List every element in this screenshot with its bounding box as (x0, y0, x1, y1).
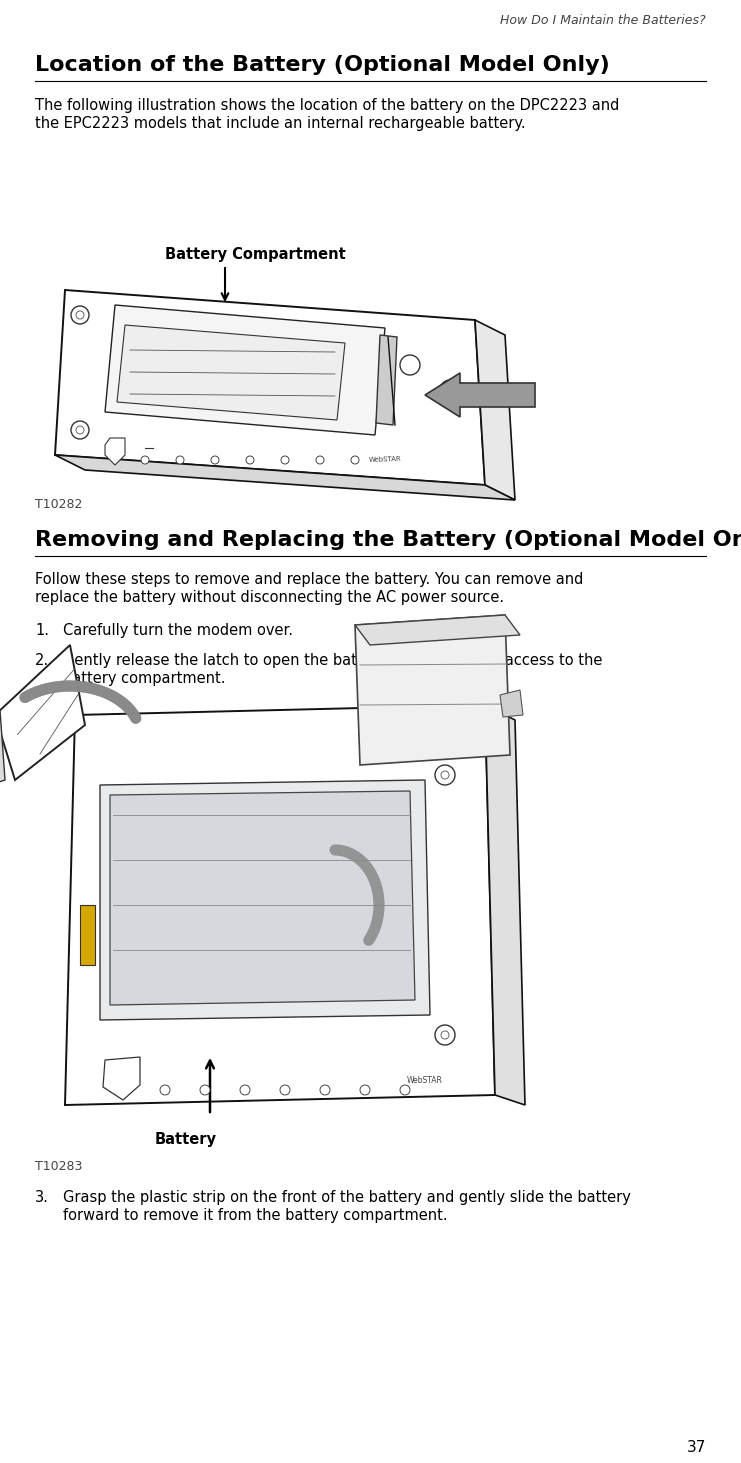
Text: The following illustration shows the location of the battery on the DPC2223 and: The following illustration shows the loc… (35, 98, 619, 113)
Text: WebSTAR: WebSTAR (407, 1075, 443, 1086)
Polygon shape (105, 304, 385, 435)
Circle shape (200, 1086, 210, 1094)
Circle shape (76, 426, 84, 435)
Text: 2.: 2. (35, 652, 49, 669)
Circle shape (76, 312, 84, 319)
Circle shape (435, 765, 455, 786)
Polygon shape (425, 373, 535, 417)
Polygon shape (105, 437, 125, 465)
Circle shape (316, 456, 324, 464)
Circle shape (441, 1031, 449, 1039)
Text: 3.: 3. (35, 1189, 49, 1206)
Circle shape (281, 456, 289, 464)
Text: T10283: T10283 (35, 1160, 82, 1173)
Text: the EPC2223 models that include an internal rechargeable battery.: the EPC2223 models that include an inter… (35, 116, 525, 132)
Circle shape (176, 456, 184, 464)
Circle shape (400, 1086, 410, 1094)
Text: Location of the Battery (Optional Model Only): Location of the Battery (Optional Model … (35, 56, 610, 75)
Circle shape (441, 771, 449, 778)
Polygon shape (110, 791, 415, 1005)
Circle shape (440, 380, 460, 399)
Polygon shape (0, 710, 5, 786)
Polygon shape (475, 320, 515, 500)
Text: Battery Compartment: Battery Compartment (165, 247, 346, 262)
Polygon shape (0, 645, 85, 780)
Text: T10282: T10282 (35, 497, 82, 511)
Text: forward to remove it from the battery compartment.: forward to remove it from the battery co… (63, 1208, 448, 1223)
Text: replace the battery without disconnecting the AC power source.: replace the battery without disconnectin… (35, 590, 504, 606)
Text: Removing and Replacing the Battery (Optional Model Only): Removing and Replacing the Battery (Opti… (35, 530, 741, 550)
Circle shape (360, 1086, 370, 1094)
Circle shape (320, 1086, 330, 1094)
Polygon shape (100, 780, 430, 1020)
Circle shape (400, 356, 420, 375)
Circle shape (280, 1086, 290, 1094)
Bar (80, 906, 95, 966)
Text: Grasp the plastic strip on the front of the battery and gently slide the battery: Grasp the plastic strip on the front of … (63, 1189, 631, 1206)
Circle shape (160, 1086, 170, 1094)
Circle shape (246, 456, 254, 464)
Text: battery compartment.: battery compartment. (63, 672, 225, 686)
Circle shape (240, 1086, 250, 1094)
Text: WebSTAR: WebSTAR (368, 456, 402, 462)
Polygon shape (55, 290, 485, 486)
Circle shape (71, 306, 89, 323)
Polygon shape (485, 705, 525, 1105)
Text: Battery: Battery (155, 1132, 217, 1147)
Circle shape (141, 456, 149, 464)
Polygon shape (376, 335, 397, 424)
Polygon shape (117, 325, 345, 420)
Polygon shape (103, 1056, 140, 1100)
Text: Gently release the latch to open the battery cover and gain access to the: Gently release the latch to open the bat… (63, 652, 602, 669)
Circle shape (435, 1026, 455, 1045)
Circle shape (211, 456, 219, 464)
Circle shape (71, 421, 89, 439)
Polygon shape (355, 614, 520, 645)
Polygon shape (55, 455, 515, 500)
Text: How Do I Maintain the Batteries?: How Do I Maintain the Batteries? (500, 15, 706, 26)
Text: 1.: 1. (35, 623, 49, 638)
Polygon shape (65, 705, 495, 1105)
Polygon shape (500, 691, 523, 717)
Polygon shape (355, 614, 510, 765)
Circle shape (351, 456, 359, 464)
Text: 37: 37 (687, 1440, 706, 1456)
Text: Carefully turn the modem over.: Carefully turn the modem over. (63, 623, 293, 638)
Text: Follow these steps to remove and replace the battery. You can remove and: Follow these steps to remove and replace… (35, 572, 583, 587)
